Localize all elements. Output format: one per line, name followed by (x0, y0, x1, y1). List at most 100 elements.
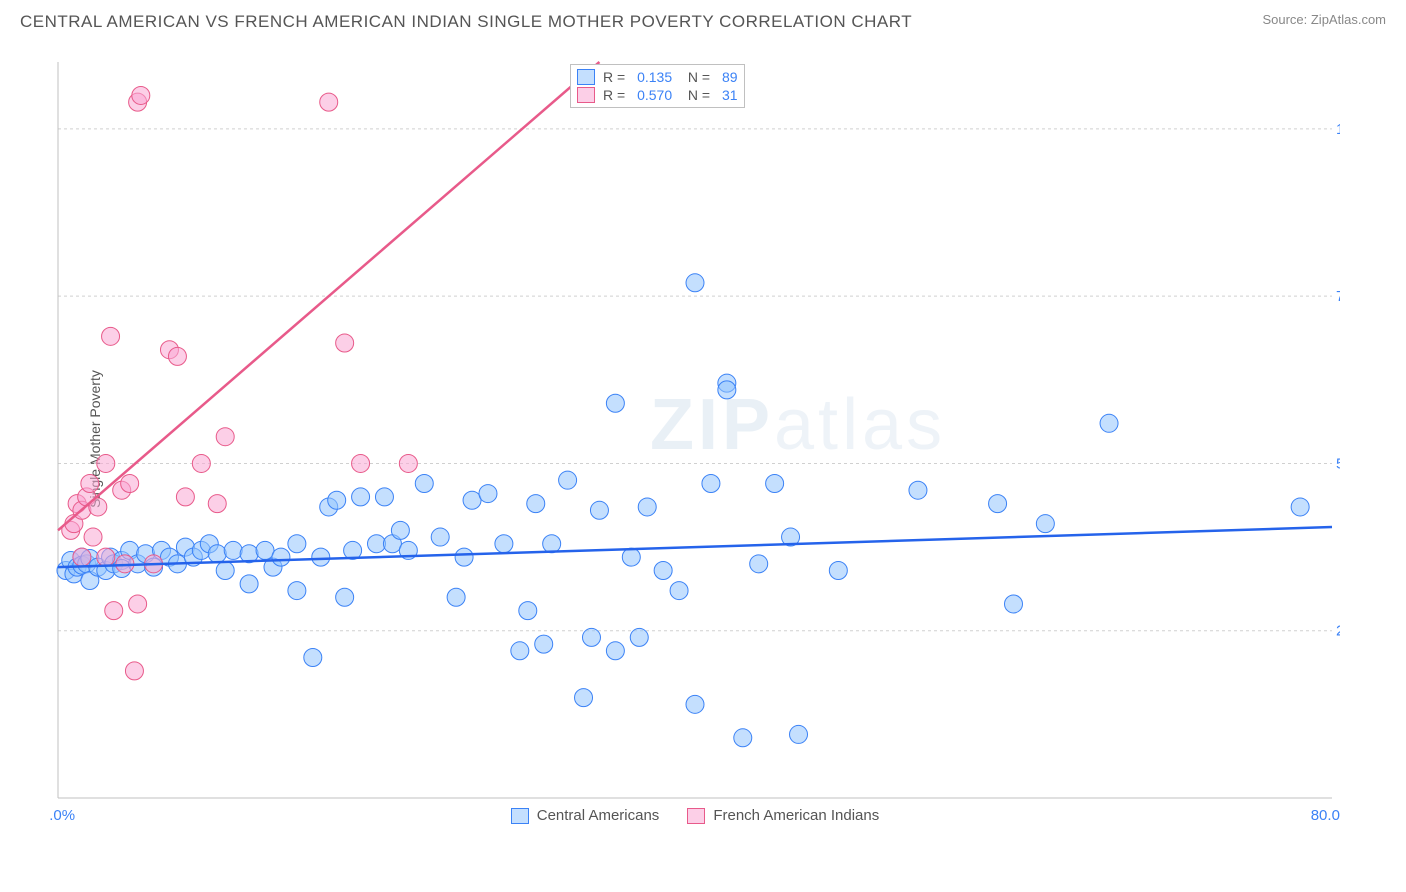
stats-legend: R = 0.135 N = 89R = 0.570 N = 31 (570, 64, 745, 108)
data-point (208, 545, 226, 563)
data-point (527, 495, 545, 513)
legend-swatch (577, 87, 595, 103)
data-point (224, 541, 242, 559)
data-point (686, 695, 704, 713)
data-point (256, 541, 274, 559)
data-point (447, 588, 465, 606)
data-point (670, 582, 688, 600)
data-point (97, 548, 115, 566)
data-point (368, 535, 386, 553)
data-point (375, 488, 393, 506)
bottom-legend: Central Americans French American Indians (50, 807, 1340, 824)
data-point (718, 381, 736, 399)
data-point (790, 725, 808, 743)
data-point (622, 548, 640, 566)
data-point (125, 662, 143, 680)
data-point (702, 475, 720, 493)
data-point (1036, 515, 1054, 533)
legend-label: Central Americans (537, 807, 660, 824)
data-point (734, 729, 752, 747)
data-point (399, 454, 417, 472)
data-point (129, 595, 147, 613)
r-label: R = (603, 69, 625, 85)
n-value: 31 (718, 87, 737, 103)
page-title: CENTRAL AMERICAN VS FRENCH AMERICAN INDI… (20, 12, 912, 32)
data-point (766, 475, 784, 493)
data-point (73, 548, 91, 566)
stats-row: R = 0.570 N = 31 (577, 86, 738, 104)
data-point (176, 488, 194, 506)
data-point (479, 485, 497, 503)
data-point (192, 454, 210, 472)
data-point (638, 498, 656, 516)
data-point (288, 535, 306, 553)
y-tick-label: 100.0% (1336, 121, 1340, 138)
source-label: Source: ZipAtlas.com (1262, 12, 1386, 27)
y-tick-label: 50.0% (1336, 455, 1340, 472)
stats-row: R = 0.135 N = 89 (577, 68, 738, 86)
data-point (989, 495, 1007, 513)
n-label: N = (680, 69, 710, 85)
data-point (328, 491, 346, 509)
data-point (391, 521, 409, 539)
data-point (829, 562, 847, 580)
data-point (240, 575, 258, 593)
data-point (750, 555, 768, 573)
data-point (105, 602, 123, 620)
data-point (168, 347, 186, 365)
r-value: 0.135 (633, 69, 672, 85)
data-point (630, 628, 648, 646)
chart-area: Single Mother Poverty 25.0%50.0%75.0%100… (50, 54, 1340, 824)
data-point (1100, 414, 1118, 432)
y-tick-label: 25.0% (1336, 623, 1340, 640)
data-point (84, 528, 102, 546)
data-point (97, 454, 115, 472)
data-point (216, 428, 234, 446)
data-point (336, 588, 354, 606)
scatter-plot: 25.0%50.0%75.0%100.0%0.0%80.0% (50, 54, 1340, 824)
y-tick-label: 75.0% (1336, 288, 1340, 305)
data-point (288, 582, 306, 600)
data-point (1291, 498, 1309, 516)
legend-item: Central Americans (511, 807, 660, 824)
data-point (463, 491, 481, 509)
legend-label: French American Indians (713, 807, 879, 824)
data-point (519, 602, 537, 620)
data-point (431, 528, 449, 546)
data-point (686, 274, 704, 292)
data-point (511, 642, 529, 660)
data-point (352, 454, 370, 472)
data-point (590, 501, 608, 519)
data-point (606, 394, 624, 412)
data-point (495, 535, 513, 553)
legend-swatch (687, 808, 705, 824)
data-point (352, 488, 370, 506)
r-label: R = (603, 87, 625, 103)
data-point (909, 481, 927, 499)
legend-swatch (577, 69, 595, 85)
data-point (312, 548, 330, 566)
n-value: 89 (718, 69, 737, 85)
data-point (606, 642, 624, 660)
data-point (559, 471, 577, 489)
data-point (304, 648, 322, 666)
data-point (535, 635, 553, 653)
data-point (81, 475, 99, 493)
data-point (654, 562, 672, 580)
trend-line (58, 62, 599, 530)
legend-item: French American Indians (687, 807, 879, 824)
data-point (575, 689, 593, 707)
data-point (320, 93, 338, 111)
data-point (1005, 595, 1023, 613)
data-point (121, 475, 139, 493)
data-point (582, 628, 600, 646)
data-point (216, 562, 234, 580)
data-point (336, 334, 354, 352)
data-point (272, 548, 290, 566)
data-point (455, 548, 473, 566)
data-point (102, 327, 120, 345)
data-point (415, 475, 433, 493)
n-label: N = (680, 87, 710, 103)
legend-swatch (511, 808, 529, 824)
r-value: 0.570 (633, 87, 672, 103)
